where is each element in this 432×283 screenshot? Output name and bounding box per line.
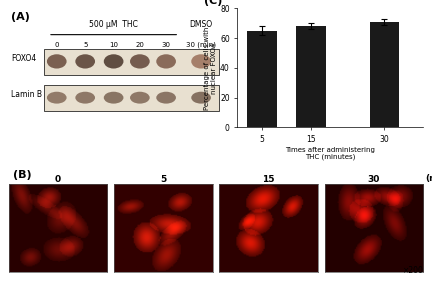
Bar bbox=[296, 26, 326, 127]
Text: 0: 0 bbox=[54, 42, 59, 48]
Text: (min): (min) bbox=[426, 174, 432, 183]
Title: 5: 5 bbox=[160, 175, 166, 184]
Text: (B): (B) bbox=[13, 170, 32, 180]
Bar bbox=[369, 22, 399, 127]
Ellipse shape bbox=[156, 92, 176, 104]
FancyBboxPatch shape bbox=[44, 85, 219, 111]
Text: 30 (min): 30 (min) bbox=[186, 42, 216, 48]
Y-axis label: Percentage of cells with
nuclear FOXO4: Percentage of cells with nuclear FOXO4 bbox=[204, 26, 217, 110]
Bar bbox=[247, 31, 276, 127]
Text: (A): (A) bbox=[11, 12, 30, 22]
Text: 20: 20 bbox=[135, 42, 144, 48]
Text: (C): (C) bbox=[204, 0, 222, 6]
Text: 30: 30 bbox=[162, 42, 171, 48]
Text: 5: 5 bbox=[83, 42, 87, 48]
Title: 0: 0 bbox=[55, 175, 61, 184]
Ellipse shape bbox=[130, 54, 150, 68]
Ellipse shape bbox=[47, 92, 67, 104]
Title: 30: 30 bbox=[368, 175, 380, 184]
Ellipse shape bbox=[191, 92, 211, 104]
Ellipse shape bbox=[156, 54, 176, 68]
Ellipse shape bbox=[104, 54, 124, 68]
Ellipse shape bbox=[191, 54, 211, 68]
X-axis label: Times after administering
THC (minutes): Times after administering THC (minutes) bbox=[286, 147, 375, 160]
Text: ×200: ×200 bbox=[403, 265, 423, 275]
Ellipse shape bbox=[104, 92, 124, 104]
Text: FOXO4: FOXO4 bbox=[11, 54, 36, 63]
Text: Lamin B: Lamin B bbox=[11, 90, 42, 98]
Text: 500 μM  THC: 500 μM THC bbox=[89, 20, 138, 29]
Ellipse shape bbox=[47, 54, 67, 68]
FancyBboxPatch shape bbox=[44, 49, 219, 75]
Text: DMSO: DMSO bbox=[190, 20, 213, 29]
Ellipse shape bbox=[130, 92, 150, 104]
Ellipse shape bbox=[75, 92, 95, 104]
Ellipse shape bbox=[75, 54, 95, 68]
Text: 10: 10 bbox=[109, 42, 118, 48]
Title: 15: 15 bbox=[262, 175, 275, 184]
